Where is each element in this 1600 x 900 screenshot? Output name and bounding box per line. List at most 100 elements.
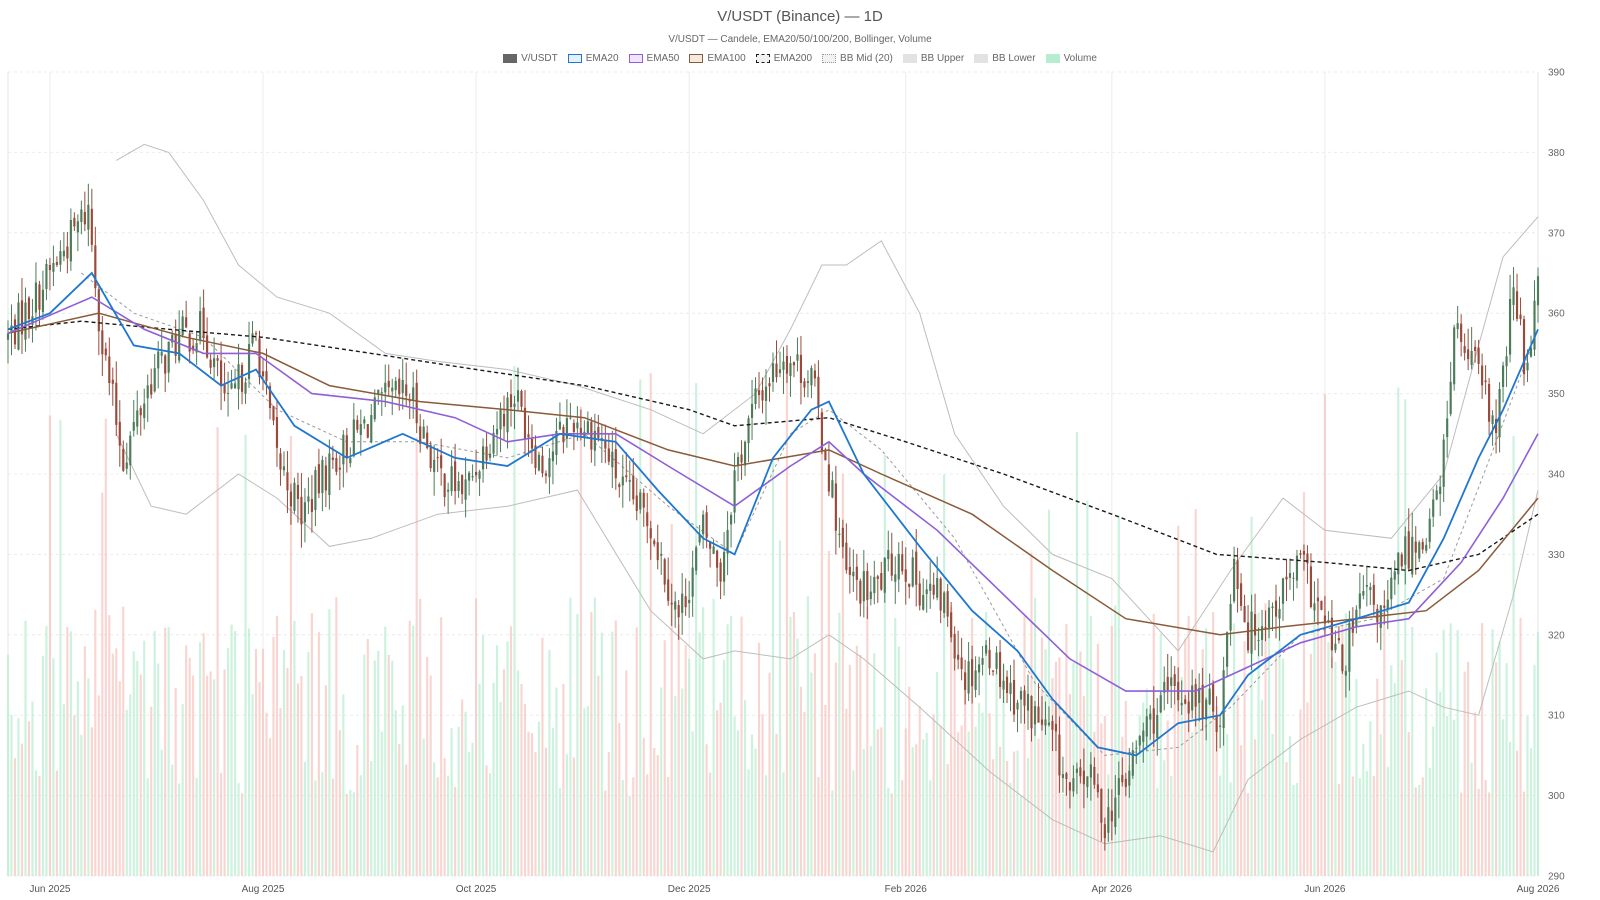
candle-body <box>625 475 628 478</box>
candle-body <box>1491 415 1494 425</box>
volume-bar <box>10 715 13 876</box>
legend-item[interactable]: EMA200 <box>755 53 812 64</box>
volume-bar <box>401 705 404 876</box>
volume-bar <box>702 607 705 876</box>
candle-body <box>897 553 900 580</box>
candle-body <box>1529 348 1533 357</box>
volume-bar <box>548 649 551 876</box>
candle-body <box>398 378 401 395</box>
candle-body <box>1219 725 1222 727</box>
candle-body <box>726 529 729 554</box>
volume-bar <box>628 795 631 876</box>
candle-body <box>59 251 62 265</box>
volume-bar <box>310 613 313 876</box>
candle-body <box>604 439 607 449</box>
candle-body <box>331 457 334 460</box>
legend-swatch <box>689 54 704 63</box>
y-tick-label: 370 <box>1548 228 1565 239</box>
volume-bar <box>1173 703 1176 876</box>
candle-body <box>338 467 341 470</box>
candle-body <box>964 672 967 690</box>
volume-bar <box>279 708 282 876</box>
candle-body <box>380 392 383 394</box>
legend-item[interactable]: BB Lower <box>974 53 1036 64</box>
volume-bar <box>1295 782 1299 876</box>
legend-item[interactable]: V/USDT <box>503 53 558 64</box>
volume-bar <box>422 738 425 876</box>
volume-bar <box>251 694 254 876</box>
volume-bar <box>541 637 544 876</box>
candle-body <box>1533 300 1536 350</box>
candle-body <box>1222 670 1225 729</box>
volume-bar <box>1075 432 1078 876</box>
candle-body <box>834 483 837 531</box>
candle-body <box>185 317 188 328</box>
volume-bar <box>1215 706 1218 876</box>
candle-body <box>764 386 768 401</box>
volume-bar <box>1131 768 1134 876</box>
volume-bar <box>964 678 967 876</box>
volume-bar <box>48 415 52 876</box>
candle-body <box>1271 606 1274 609</box>
legend-item[interactable]: BB Mid (20) <box>822 53 893 64</box>
volume-bar <box>464 711 467 876</box>
volume-bar <box>988 713 991 876</box>
volume-bar <box>167 626 170 876</box>
candle-body <box>590 421 593 450</box>
candle-body <box>97 289 100 332</box>
candle-body <box>282 466 286 471</box>
volume-bar <box>1470 762 1473 876</box>
candle-body <box>712 546 715 554</box>
legend-item[interactable]: EMA100 <box>689 53 746 64</box>
candle-body <box>27 297 31 320</box>
candle-body <box>307 496 310 502</box>
candle-body <box>240 365 244 392</box>
candle-body <box>286 472 289 491</box>
candle-body <box>1201 684 1204 719</box>
candle-body <box>1086 776 1089 787</box>
candle-body <box>681 593 684 613</box>
volume-bar <box>551 728 555 876</box>
y-tick-label: 330 <box>1548 550 1565 561</box>
candle-body <box>761 390 764 401</box>
candle-body <box>1515 291 1519 319</box>
candle-body <box>743 441 747 466</box>
volume-bar <box>1327 642 1330 876</box>
ema200-line <box>7 320 1539 572</box>
legend-item[interactable]: EMA20 <box>567 53 619 64</box>
candle-body <box>1260 626 1264 640</box>
volume-bar <box>1061 794 1065 876</box>
candle-body <box>118 421 121 446</box>
volume-bar <box>1351 776 1354 876</box>
candle-body <box>803 381 806 388</box>
candle-body <box>76 221 79 233</box>
candle-body <box>359 424 362 435</box>
candle-body <box>754 388 757 405</box>
candle-body <box>953 633 956 659</box>
candle-body <box>373 397 376 420</box>
candle-body <box>261 371 265 377</box>
candle-body <box>426 432 429 449</box>
candle-body <box>887 550 890 560</box>
volume-bar <box>1219 775 1222 876</box>
legend-item[interactable]: BB Upper <box>902 53 964 64</box>
volume-bar <box>153 631 156 876</box>
candle-body <box>817 376 820 408</box>
volume-bar <box>1330 657 1333 876</box>
candle-body <box>1407 531 1410 569</box>
volume-bar <box>373 660 376 876</box>
legend-item[interactable]: Volume <box>1045 53 1097 64</box>
volume-bar <box>1260 699 1264 876</box>
candle-body <box>831 480 834 498</box>
candle-body <box>932 584 935 595</box>
volume-bar <box>80 734 83 876</box>
candle-body <box>1114 797 1117 828</box>
legend-item[interactable]: EMA50 <box>628 53 679 64</box>
candle-body <box>474 471 478 476</box>
volume-bar <box>178 783 181 876</box>
volume-bar <box>764 775 768 876</box>
volume-bar <box>1453 719 1456 876</box>
volume-bar <box>1425 688 1428 876</box>
volume-bar <box>824 704 827 876</box>
volume-bar <box>576 614 579 876</box>
